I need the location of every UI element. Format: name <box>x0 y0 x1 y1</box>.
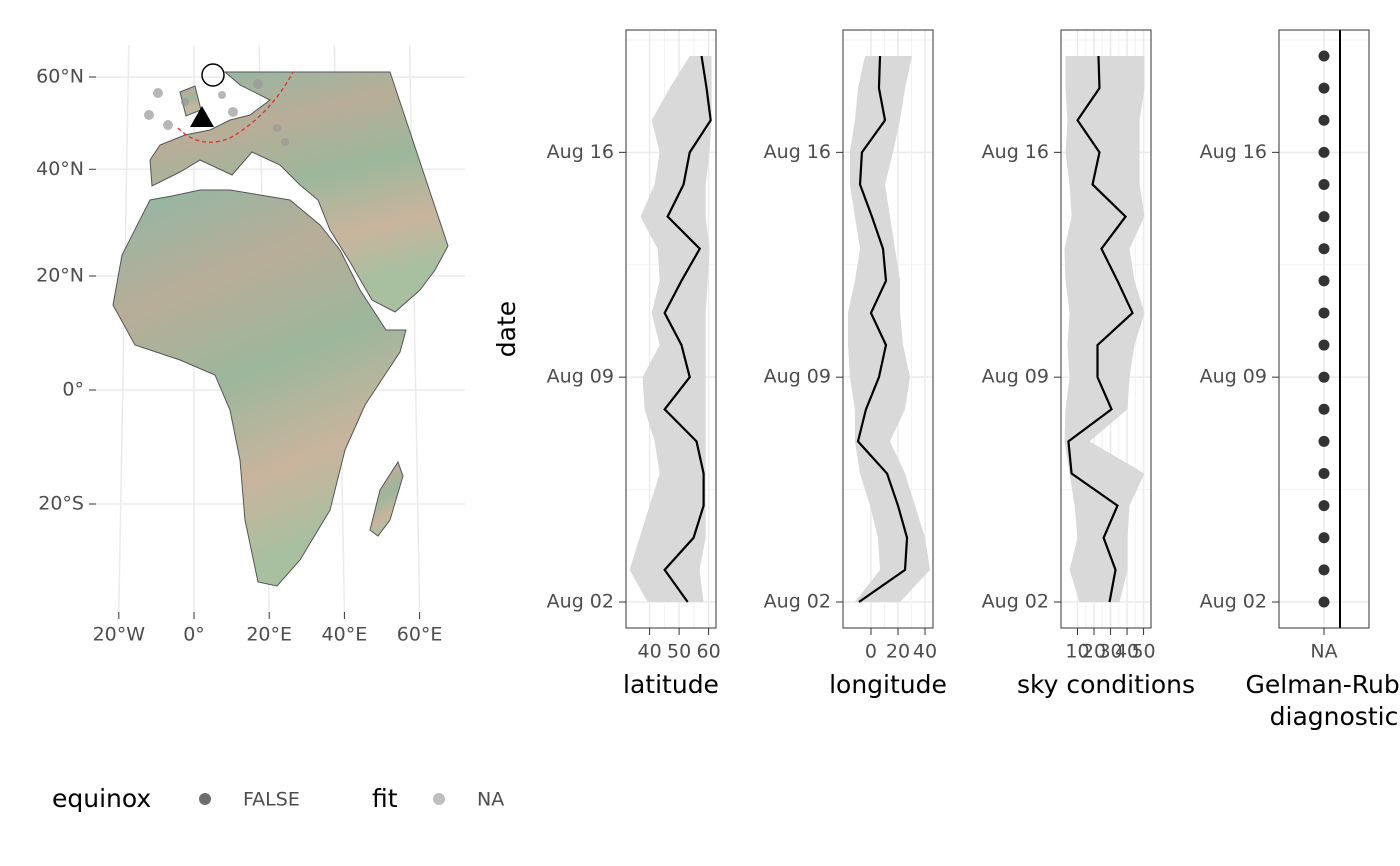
dot <box>1318 403 1330 415</box>
estimate-line <box>856 55 909 603</box>
y-tick-label: Aug 02 <box>547 591 614 613</box>
confidence-band <box>1064 56 1145 602</box>
panel-border <box>1278 29 1370 629</box>
track-points <box>144 79 289 146</box>
panel-border <box>625 29 717 629</box>
land-madagascar <box>369 460 404 537</box>
x-tick-label: 60°E <box>397 624 443 646</box>
dot <box>1318 596 1330 608</box>
y-tick-label: Aug 16 <box>547 141 614 163</box>
dot <box>1318 82 1330 94</box>
legend-title: equinox <box>52 784 151 813</box>
confidence-band <box>629 56 712 602</box>
y-tick-label: Aug 02 <box>764 591 831 613</box>
dot <box>1318 564 1330 576</box>
x-tick-label: 0° <box>183 624 205 646</box>
grid-line <box>118 44 130 613</box>
land-north <box>149 71 449 313</box>
legend-key <box>199 793 211 805</box>
release-site-circle <box>201 63 225 87</box>
y-tick-label: Aug 09 <box>547 366 614 388</box>
grid-line <box>408 44 421 613</box>
y-tick-label: Aug 16 <box>764 141 831 163</box>
x-axis-title: diagnostic <box>1270 702 1399 731</box>
x-tick-label: 50 <box>1131 641 1155 663</box>
estimate-line <box>1067 55 1134 603</box>
x-tick-label: 20 <box>886 641 910 663</box>
y-tick-label: Aug 16 <box>1200 141 1267 163</box>
legend-title: fit <box>372 784 398 813</box>
land-africa <box>112 189 407 587</box>
dot <box>1318 243 1330 255</box>
y-axis-title: date <box>492 301 521 357</box>
y-tick-label: 40°N <box>36 158 84 180</box>
y-tick-label: Aug 16 <box>982 141 1049 163</box>
estimate-line <box>663 55 712 603</box>
y-tick-label: Aug 02 <box>982 591 1049 613</box>
dot <box>1318 307 1330 319</box>
dot <box>1318 50 1330 62</box>
y-tick-label: 0° <box>62 379 84 401</box>
equinox-arc <box>177 71 294 143</box>
y-tick-label: Aug 09 <box>982 366 1049 388</box>
y-tick-label: 60°N <box>36 66 84 88</box>
y-tick-label: 20°S <box>38 492 84 514</box>
x-tick-label: 40 <box>913 641 937 663</box>
dot <box>1318 275 1330 287</box>
confidence-band <box>848 56 931 602</box>
x-axis-title: longitude <box>829 670 947 699</box>
dot <box>1318 339 1330 351</box>
x-tick-label: 0 <box>865 641 877 663</box>
x-tick-label: NA <box>1310 641 1337 663</box>
dot <box>1318 178 1330 190</box>
dot <box>1318 435 1330 447</box>
x-tick-label: 20°W <box>93 624 146 646</box>
panel-border <box>1060 29 1152 629</box>
dot <box>1318 500 1330 512</box>
y-tick-label: Aug 09 <box>764 366 831 388</box>
dot <box>1318 468 1330 480</box>
landmass <box>112 63 449 587</box>
y-tick-label: 20°N <box>36 265 84 287</box>
dot <box>1318 532 1330 544</box>
x-tick-label: 20 <box>1082 641 1106 663</box>
x-tick-label: 50 <box>667 641 691 663</box>
legend-label: NA <box>477 789 504 811</box>
x-tick-label: 30 <box>1098 641 1122 663</box>
x-tick-label: 40°E <box>322 624 368 646</box>
y-tick-label: Aug 02 <box>1200 591 1267 613</box>
dot <box>1318 371 1330 383</box>
panel-border <box>842 29 934 629</box>
x-tick-label: 40 <box>638 641 662 663</box>
dot <box>1318 211 1330 223</box>
legend-key <box>433 793 445 805</box>
x-tick-label: 60 <box>697 641 721 663</box>
x-axis-title: Gelman-Rubin <box>1246 670 1400 699</box>
x-tick-label: 20°E <box>246 624 292 646</box>
x-axis-title: sky conditions <box>1017 670 1195 699</box>
x-tick-label: 40 <box>1115 641 1139 663</box>
x-tick-label: 10 <box>1065 641 1089 663</box>
legend-label: FALSE <box>243 789 300 811</box>
dot <box>1318 114 1330 126</box>
release-site-triangle <box>190 106 214 127</box>
x-axis-title: latitude <box>623 670 719 699</box>
y-tick-label: Aug 09 <box>1200 366 1267 388</box>
dot <box>1318 146 1330 158</box>
